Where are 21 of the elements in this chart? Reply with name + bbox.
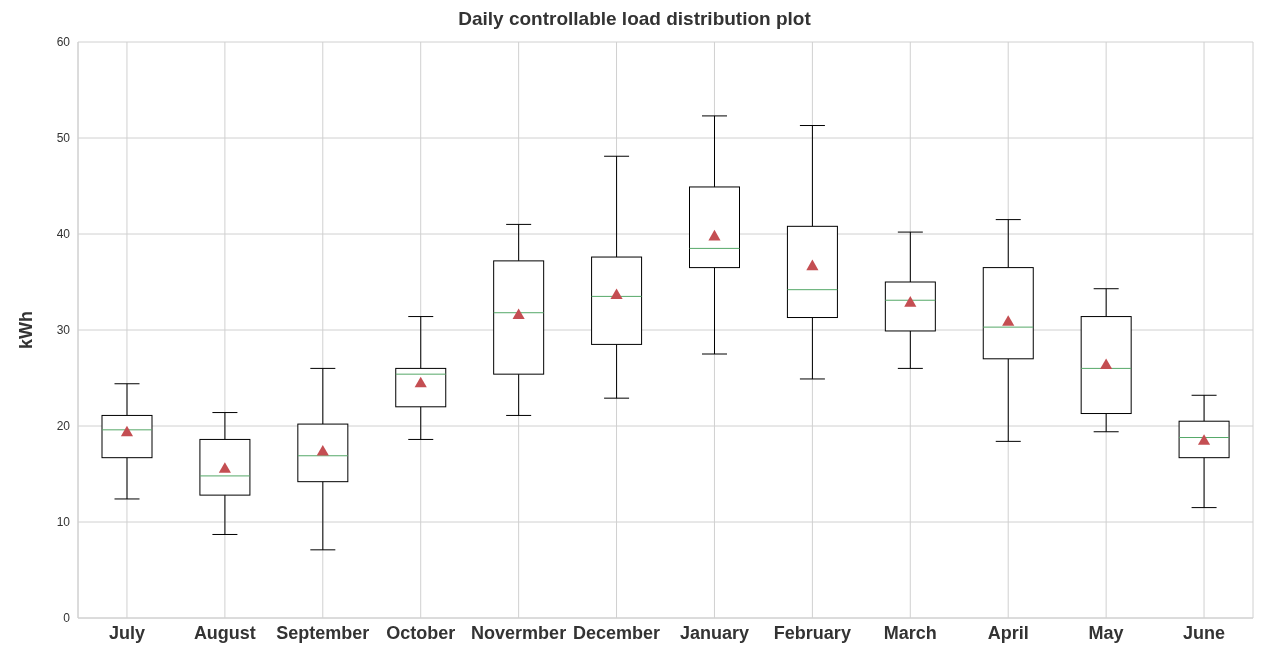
y-tick-label: 0	[63, 611, 71, 626]
y-tick-label: 30	[56, 323, 71, 338]
y-tick-label: 60	[56, 35, 71, 50]
x-tick-label: July	[108, 622, 145, 643]
x-tick-label: January	[679, 622, 749, 643]
y-tick-label: 20	[56, 419, 71, 434]
x-tick-label: May	[1088, 622, 1124, 643]
y-tick-label: 40	[56, 227, 71, 242]
x-tick-label: February	[773, 622, 851, 643]
x-tick-label: Novermber	[471, 622, 567, 643]
chart-title: Daily controllable load distribution plot	[457, 8, 812, 31]
x-tick-label: October	[386, 622, 456, 643]
y-tick-label: 10	[56, 515, 71, 530]
x-tick-label: June	[1183, 622, 1226, 643]
x-tick-label: December	[573, 622, 661, 643]
y-tick-label: 50	[56, 131, 71, 146]
x-tick-label: March	[883, 622, 937, 643]
x-tick-label: April	[987, 622, 1029, 643]
x-tick-label: September	[276, 622, 370, 643]
x-tick-label: August	[193, 622, 256, 643]
y-axis-title: kWh	[16, 311, 37, 349]
